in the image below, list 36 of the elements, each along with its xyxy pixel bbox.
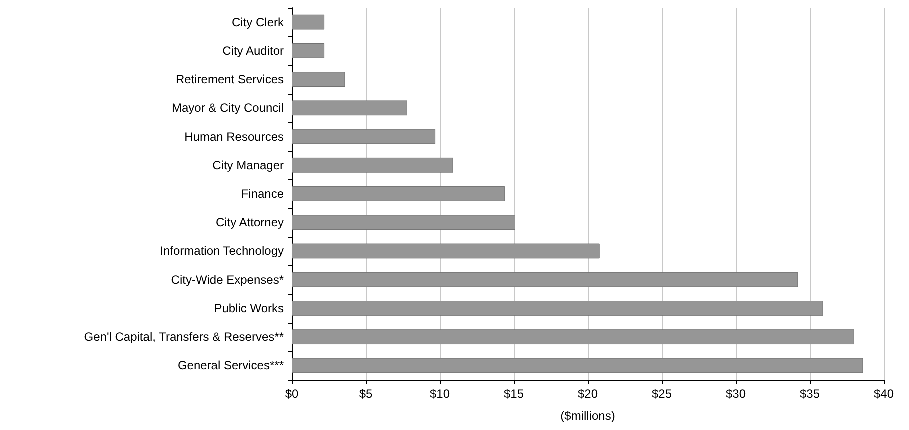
- bar: [292, 129, 436, 144]
- bar: [292, 14, 325, 30]
- x-tick-label: $20: [578, 387, 598, 401]
- x-axis-title: ($millions): [560, 409, 616, 423]
- y-tick-label: City Auditor: [222, 44, 284, 58]
- bar: [292, 330, 854, 345]
- y-tick-label: Retirement Services: [176, 72, 284, 87]
- y-tick-label: Information Technology: [160, 244, 284, 258]
- bar: [292, 358, 864, 374]
- y-tick-label: City Attorney: [216, 216, 284, 230]
- x-tick-label: $0: [285, 387, 299, 401]
- y-tick-label: Human Resources: [184, 130, 284, 144]
- bar: [292, 244, 600, 259]
- x-tick-label: $30: [726, 387, 746, 401]
- bar: [292, 301, 824, 316]
- bar: [292, 272, 798, 288]
- bar: [292, 43, 325, 58]
- y-tick-label: City Manager: [212, 158, 284, 172]
- x-tick-label: $10: [430, 387, 450, 401]
- x-tick-label: $15: [504, 387, 524, 401]
- y-tick-label: Finance: [241, 187, 284, 201]
- y-tick-label: General Services***: [178, 358, 284, 373]
- bar: [292, 72, 346, 87]
- x-tick-label: $5: [359, 387, 373, 401]
- bar: [292, 186, 506, 202]
- bar: [292, 100, 408, 116]
- x-tick-label: $35: [800, 387, 820, 401]
- y-tick-label: Mayor & City Council: [172, 101, 284, 116]
- x-tick-label: $40: [874, 387, 894, 401]
- x-tick-label: $25: [652, 387, 672, 401]
- bar: [292, 158, 454, 173]
- y-tick-label: City-Wide Expenses*: [171, 272, 284, 287]
- bar: [292, 215, 516, 230]
- y-tick-label: Public Works: [214, 301, 284, 316]
- y-tick-label: Gen'l Capital, Transfers & Reserves**: [84, 330, 284, 344]
- y-tick-label: City Clerk: [232, 15, 285, 30]
